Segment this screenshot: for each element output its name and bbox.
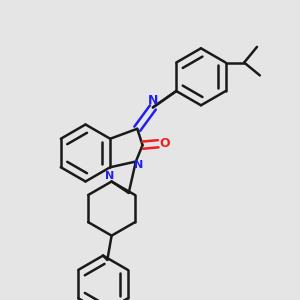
Text: N: N	[106, 171, 115, 181]
Text: O: O	[160, 137, 170, 150]
Text: N: N	[134, 160, 143, 170]
Text: N: N	[148, 94, 158, 107]
